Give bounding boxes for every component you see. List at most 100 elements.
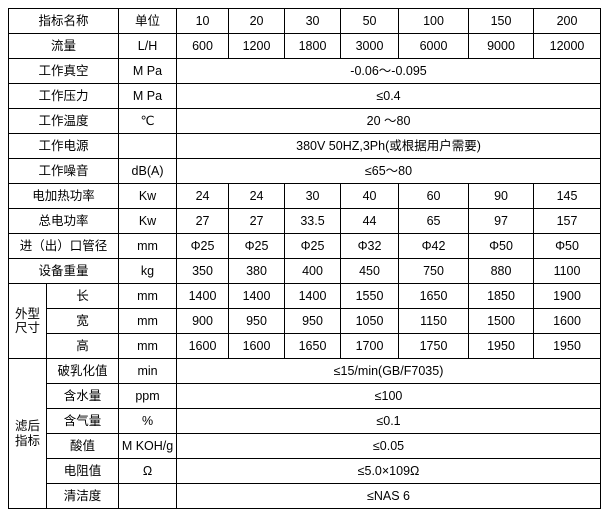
table-row-temperature: 工作温度 ℃ 20 ～80 (7, 108, 602, 134)
table-row-weight: 设备重量 kg 350 380 400 450 750 880 1100 (7, 258, 602, 284)
row-label-power-source: 工作电源 (7, 133, 120, 159)
cell-dimension-width-200: 1600 (533, 308, 602, 334)
cell-port-diameter-50: Φ32 (340, 233, 400, 259)
row-label-water-content: 含水量 (45, 383, 120, 409)
cell-vacuum-value: -0.06～-0.095 (176, 58, 602, 84)
row-label-dimension-width: 宽 (45, 308, 120, 334)
group-label-dimensions-line2: 尺寸 (14, 321, 40, 335)
cell-gas-content-value: ≤0.1 (176, 408, 602, 434)
row-unit-dimension-width: mm (118, 308, 178, 334)
cell-total-power-10: 27 (176, 208, 230, 234)
cell-pressure-value: ≤0.4 (176, 83, 602, 109)
row-unit-heating-power: Kw (118, 183, 178, 209)
cell-dimension-width-100: 1150 (398, 308, 470, 334)
row-label-weight: 设备重量 (7, 258, 120, 284)
cell-flow-50: 3000 (340, 33, 400, 59)
header-cell-model-50: 50 (340, 8, 400, 34)
table-row-water-content: 含水量 ppm ≤100 (9, 383, 602, 409)
group-label-post-filter-line2: 指标 (14, 433, 40, 448)
table-row-dimension-height: 高 mm 1600 1600 1650 1700 1750 1950 1950 (9, 333, 602, 359)
cell-dimension-width-10: 900 (176, 308, 230, 334)
cell-port-diameter-10: Φ25 (176, 233, 230, 259)
header-cell-model-30: 30 (284, 8, 342, 34)
row-unit-weight: kg (118, 258, 178, 284)
cell-port-diameter-30: Φ25 (284, 233, 342, 259)
cell-dimension-height-200: 1950 (533, 333, 602, 359)
cell-heating-power-150: 90 (468, 183, 535, 209)
table-row-heating-power: 电加热功率 Kw 24 24 30 40 60 90 145 (7, 183, 602, 209)
table-row-noise: 工作噪音 dB(A) ≤65～80 (7, 158, 602, 184)
row-unit-acid-value: M KOH/g (118, 433, 178, 459)
cell-dimension-length-100: 1650 (398, 283, 470, 309)
row-unit-dimension-height: mm (118, 333, 178, 359)
cell-heating-power-200: 145 (533, 183, 602, 209)
cell-dimension-width-150: 1500 (468, 308, 535, 334)
cell-flow-20: 1200 (228, 33, 286, 59)
table-row-cleanliness: 清洁度 ≤NAS 6 (9, 483, 602, 509)
table-row-port-diameter: 进（出）口管径 mm Φ25 Φ25 Φ25 Φ32 Φ42 Φ50 Φ50 (7, 233, 602, 259)
row-label-acid-value: 酸值 (45, 433, 120, 459)
cell-demulsification-value: ≤15/min(GB/F7035) (176, 358, 602, 384)
row-label-noise: 工作噪音 (7, 158, 120, 184)
cell-flow-100: 6000 (398, 33, 470, 59)
cell-dimension-length-150: 1850 (468, 283, 535, 309)
group-label-post-filter: 滤后 指标 (8, 358, 47, 509)
row-unit-pressure: M Pa (118, 83, 178, 109)
table-row-power-source: 工作电源 380V 50HZ,3Ph(或根据用户需要) (7, 133, 602, 159)
cell-resistance-value: ≤5.0×109Ω (176, 458, 602, 484)
header-cell-model-200: 200 (533, 8, 602, 34)
cell-dimension-height-10: 1600 (176, 333, 230, 359)
cell-weight-30: 400 (284, 258, 342, 284)
cell-flow-150: 9000 (468, 33, 535, 59)
row-unit-total-power: Kw (118, 208, 178, 234)
table-row-demulsification: 滤后 指标 破乳化值 min ≤15/min(GB/F7035) (8, 358, 602, 509)
row-unit-water-content: ppm (118, 383, 178, 409)
row-label-cleanliness: 清洁度 (45, 483, 120, 509)
cell-weight-50: 450 (340, 258, 400, 284)
table-row-resistance: 电阻值 Ω ≤5.0×109Ω (9, 458, 602, 484)
table-row-pressure: 工作压力 M Pa ≤0.4 (7, 83, 602, 109)
cell-dimension-height-20: 1600 (228, 333, 286, 359)
cell-water-content-value: ≤100 (176, 383, 602, 409)
cell-dimension-length-10: 1400 (176, 283, 230, 309)
row-unit-vacuum: M Pa (118, 58, 178, 84)
row-unit-cleanliness (118, 483, 178, 509)
cell-dimension-length-30: 1400 (284, 283, 342, 309)
cell-port-diameter-200: Φ50 (533, 233, 602, 259)
cell-port-diameter-150: Φ50 (468, 233, 535, 259)
table-row-flow: 流量 L/H 600 1200 1800 3000 6000 9000 1200… (7, 33, 602, 59)
row-unit-demulsification: min (118, 358, 178, 384)
header-cell-model-20: 20 (228, 8, 286, 34)
row-label-resistance: 电阻值 (45, 458, 120, 484)
cell-dimension-height-100: 1750 (398, 333, 470, 359)
row-label-dimension-height: 高 (45, 333, 120, 359)
specification-table-container: 指标名称 单位 10 20 30 50 100 150 200 流量 L/H 6… (7, 8, 602, 509)
cell-noise-value: ≤65～80 (176, 158, 602, 184)
cell-port-diameter-100: Φ42 (398, 233, 470, 259)
row-label-heating-power: 电加热功率 (7, 183, 120, 209)
row-label-dimension-length: 长 (45, 283, 120, 309)
row-label-vacuum: 工作真空 (7, 58, 120, 84)
cell-dimension-length-200: 1900 (533, 283, 602, 309)
cell-dimension-length-20: 1400 (228, 283, 286, 309)
header-cell-name: 指标名称 (7, 8, 120, 34)
cell-dimension-width-30: 950 (284, 308, 342, 334)
table-row-gas-content: 含气量 % ≤0.1 (9, 408, 602, 434)
table-row-dimension-length: 外型 尺寸 长 mm 1400 1400 1400 1550 1650 1850 … (8, 283, 602, 359)
group-label-dimensions-line1: 外型 (14, 306, 40, 321)
specification-table-body: 指标名称 单位 10 20 30 50 100 150 200 流量 L/H 6… (7, 8, 602, 509)
row-label-port-diameter: 进（出）口管径 (7, 233, 120, 259)
header-cell-unit: 单位 (118, 8, 178, 34)
table-row-dimension-width: 宽 mm 900 950 950 1050 1150 1500 1600 (9, 308, 602, 334)
cell-flow-200: 12000 (533, 33, 602, 59)
cell-heating-power-10: 24 (176, 183, 230, 209)
table-row-vacuum: 工作真空 M Pa -0.06～-0.095 (7, 58, 602, 84)
cell-weight-100: 750 (398, 258, 470, 284)
cell-dimension-height-150: 1950 (468, 333, 535, 359)
row-unit-flow: L/H (118, 33, 178, 59)
specification-table: 指标名称 单位 10 20 30 50 100 150 200 流量 L/H 6… (7, 8, 602, 509)
row-unit-temperature: ℃ (118, 108, 178, 134)
cell-heating-power-30: 30 (284, 183, 342, 209)
row-label-demulsification: 破乳化值 (45, 358, 120, 384)
table-row-total-power: 总电功率 Kw 27 27 33.5 44 65 97 157 (7, 208, 602, 234)
